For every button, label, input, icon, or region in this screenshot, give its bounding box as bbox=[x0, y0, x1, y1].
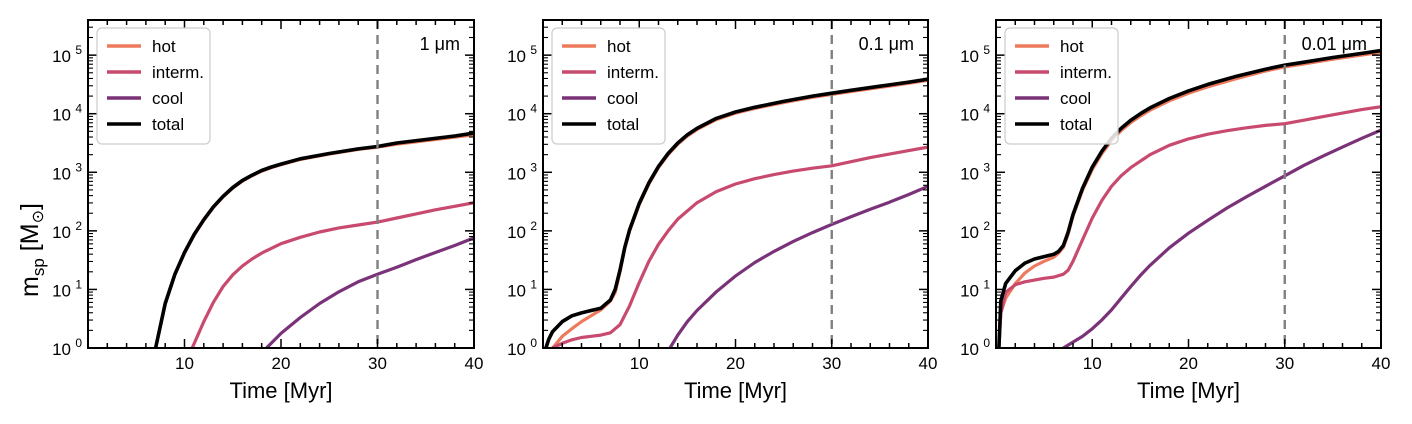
series-line-cool bbox=[668, 184, 928, 348]
y-tick-label: 10 bbox=[960, 47, 979, 66]
legend-label: total bbox=[152, 115, 184, 134]
grain-size-annotation: 0.1 μm bbox=[859, 34, 914, 54]
x-tick-label: 20 bbox=[1179, 354, 1198, 373]
y-tick-label: 10 bbox=[507, 106, 526, 125]
x-axis-label: Time [Myr] bbox=[1137, 378, 1240, 403]
y-tick-exponent: 4 bbox=[75, 102, 82, 116]
series-line-interm bbox=[997, 105, 1381, 348]
legend-label: cool bbox=[152, 89, 183, 108]
y-tick-label: 10 bbox=[507, 281, 526, 300]
grain-size-annotation: 1 μm bbox=[420, 34, 460, 54]
legend-label: interm. bbox=[1060, 63, 1112, 82]
x-tick-label: 10 bbox=[175, 354, 194, 373]
x-tick-label: 20 bbox=[726, 354, 745, 373]
x-tick-label: 30 bbox=[1275, 354, 1294, 373]
y-tick-label: 10 bbox=[52, 223, 71, 242]
x-tick-label: 10 bbox=[630, 354, 649, 373]
y-tick-exponent: 4 bbox=[530, 102, 537, 116]
y-tick-label: 10 bbox=[52, 106, 71, 125]
x-tick-label: 40 bbox=[1372, 354, 1391, 373]
y-tick-exponent: 3 bbox=[983, 160, 990, 174]
y-tick-label: 10 bbox=[960, 106, 979, 125]
y-tick-exponent: 0 bbox=[530, 336, 537, 350]
y-tick-label: 10 bbox=[507, 223, 526, 242]
y-tick-exponent: 4 bbox=[983, 102, 990, 116]
y-tick-exponent: 2 bbox=[983, 219, 990, 233]
y-tick-label: 10 bbox=[507, 164, 526, 183]
series-line-cool bbox=[264, 236, 474, 348]
panel-1: 10 20 30 40 10 0 10 1 10 2 10 3 10 4 10 5 Time [Myr] 1 μm… bbox=[52, 19, 484, 403]
y-tick-label: 10 bbox=[960, 223, 979, 242]
y-tick-label: 10 bbox=[52, 47, 71, 66]
y-tick-label: 10 bbox=[52, 164, 71, 183]
y-tick-label: 10 bbox=[960, 281, 979, 300]
legend-label: cool bbox=[1060, 89, 1091, 108]
legend: hot interm. cool total bbox=[1004, 27, 1119, 145]
panel-3: 10 20 30 40 10 0 10 1 10 2 10 3 10 4 10 5 Time [Myr] 0.01… bbox=[960, 19, 1391, 403]
legend-label: total bbox=[607, 115, 639, 134]
y-tick-exponent: 0 bbox=[75, 336, 82, 350]
legend-label: hot bbox=[152, 37, 176, 56]
x-tick-label: 20 bbox=[272, 354, 291, 373]
y-tick-exponent: 5 bbox=[983, 43, 990, 57]
series-group bbox=[153, 131, 474, 348]
series-line-total bbox=[544, 77, 928, 348]
grain-size-annotation: 0.01 μm bbox=[1302, 34, 1367, 54]
y-tick-label: 10 bbox=[960, 164, 979, 183]
y-tick-exponent: 5 bbox=[530, 43, 537, 57]
legend-label: total bbox=[1060, 115, 1092, 134]
legend-label: hot bbox=[1060, 37, 1084, 56]
panel-2: 10 20 30 40 10 0 10 1 10 2 10 3 10 4 10 5 Time [Myr] 0.1 … bbox=[507, 19, 938, 403]
y-tick-exponent: 1 bbox=[75, 277, 82, 291]
x-tick-label: 30 bbox=[368, 354, 387, 373]
y-tick-exponent: 5 bbox=[75, 43, 82, 57]
y-tick-exponent: 1 bbox=[530, 277, 537, 291]
x-axis-label: Time [Myr] bbox=[229, 378, 332, 403]
series-line-interm bbox=[551, 145, 928, 348]
y-tick-exponent: 3 bbox=[530, 160, 537, 174]
y-axis-label: msp [M⊙] bbox=[16, 203, 48, 297]
y-tick-exponent: 0 bbox=[983, 336, 990, 350]
legend-box bbox=[96, 27, 211, 145]
y-tick-label: 10 bbox=[507, 47, 526, 66]
series-line-total bbox=[997, 48, 1381, 348]
legend: hot interm. cool total bbox=[551, 27, 666, 145]
legend: hot interm. cool total bbox=[96, 27, 211, 145]
y-tick-exponent: 3 bbox=[75, 160, 82, 174]
y-tick-label: 10 bbox=[960, 340, 979, 359]
legend-box bbox=[1004, 27, 1119, 145]
legend-label: interm. bbox=[607, 63, 659, 82]
series-line-cool bbox=[1061, 128, 1381, 348]
x-axis-label: Time [Myr] bbox=[684, 378, 787, 403]
legend-label: cool bbox=[607, 89, 638, 108]
y-tick-exponent: 1 bbox=[983, 277, 990, 291]
series-line-hot bbox=[154, 133, 474, 348]
x-tick-label: 30 bbox=[822, 354, 841, 373]
y-tick-label: 10 bbox=[52, 281, 71, 300]
y-tick-exponent: 2 bbox=[75, 219, 82, 233]
series-group bbox=[997, 48, 1381, 348]
x-tick-label: 10 bbox=[1083, 354, 1102, 373]
series-line-interm bbox=[190, 201, 474, 348]
y-tick-label: 10 bbox=[507, 340, 526, 359]
x-tick-label: 40 bbox=[919, 354, 938, 373]
y-tick-label: 10 bbox=[52, 340, 71, 359]
y-tick-exponent: 2 bbox=[530, 219, 537, 233]
series-group bbox=[544, 77, 928, 348]
legend-label: interm. bbox=[152, 63, 204, 82]
legend-label: hot bbox=[607, 37, 631, 56]
legend-box bbox=[551, 27, 666, 145]
x-tick-label: 40 bbox=[465, 354, 484, 373]
series-line-total bbox=[153, 131, 474, 348]
